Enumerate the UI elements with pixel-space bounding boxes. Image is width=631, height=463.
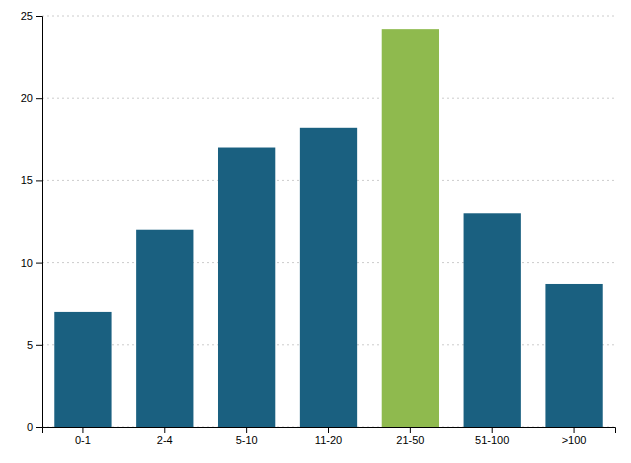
y-axis: 0 5 10 15 20 25 bbox=[21, 10, 43, 433]
y-tick: 0 bbox=[27, 421, 42, 433]
y-tick-label: 5 bbox=[27, 339, 33, 351]
y-tick-mark bbox=[36, 16, 42, 17]
y-tick-mark bbox=[36, 263, 42, 264]
grid-line bbox=[42, 16, 615, 17]
x-tick-mark bbox=[574, 427, 575, 433]
x-tick-label: 2-4 bbox=[157, 434, 173, 446]
x-tick: 5-10 bbox=[236, 427, 258, 446]
y-tick-label: 15 bbox=[21, 174, 33, 186]
x-tick: 21-50 bbox=[396, 427, 424, 446]
x-tick-mark bbox=[164, 427, 165, 433]
y-tick-mark bbox=[36, 427, 42, 428]
x-tick-label: 0-1 bbox=[75, 434, 91, 446]
y-tick: 10 bbox=[21, 257, 42, 269]
x-tick-label: >100 bbox=[562, 434, 587, 446]
bar bbox=[464, 213, 521, 427]
plot: 0 5 10 15 20 25 0-1 2-4 5-10 11-20 21-50 51-100 >100 bbox=[21, 10, 616, 446]
y-tick: 15 bbox=[21, 174, 42, 186]
bar bbox=[136, 230, 193, 427]
y-tick-label: 20 bbox=[21, 92, 33, 104]
x-axis: 0-1 2-4 5-10 11-20 21-50 51-100 >100 bbox=[43, 427, 616, 446]
x-tick: 51-100 bbox=[475, 427, 509, 446]
bar bbox=[382, 29, 439, 427]
x-tick-label: 5-10 bbox=[236, 434, 258, 446]
y-tick-mark bbox=[36, 180, 42, 181]
y-tick-mark bbox=[36, 345, 42, 346]
chart-svg: 0 5 10 15 20 25 0-1 2-4 5-10 11-20 21-50 51-100 >100 bbox=[0, 0, 631, 463]
y-tick: 20 bbox=[21, 92, 42, 104]
grid bbox=[42, 16, 615, 427]
grid-line bbox=[42, 98, 615, 99]
x-tick: 11-20 bbox=[315, 427, 342, 446]
y-tick: 5 bbox=[27, 339, 42, 351]
chart-container: 0 5 10 15 20 25 0-1 2-4 5-10 11-20 21-50 51-100 >100 bbox=[0, 0, 631, 463]
y-tick-label: 0 bbox=[27, 421, 33, 433]
x-tick-mark bbox=[410, 427, 411, 433]
x-tick: 2-4 bbox=[157, 427, 173, 446]
x-tick-label: 21-50 bbox=[396, 434, 424, 446]
bar bbox=[54, 312, 111, 427]
bars bbox=[54, 29, 602, 427]
x-tick-mark bbox=[492, 427, 493, 433]
y-axis-line bbox=[36, 17, 43, 428]
x-tick-mark bbox=[82, 427, 83, 433]
x-tick: 0-1 bbox=[75, 427, 91, 446]
y-tick-mark bbox=[36, 98, 42, 99]
x-tick-mark bbox=[246, 427, 247, 433]
x-tick-label: 11-20 bbox=[315, 434, 342, 446]
bar bbox=[300, 128, 357, 427]
x-tick-mark bbox=[328, 427, 329, 433]
x-axis-line bbox=[43, 428, 616, 434]
bar bbox=[218, 148, 275, 427]
x-tick-label: 51-100 bbox=[475, 434, 509, 446]
bar bbox=[545, 284, 602, 427]
y-tick: 25 bbox=[21, 10, 42, 22]
x-tick: >100 bbox=[562, 427, 587, 446]
y-tick-label: 25 bbox=[21, 10, 33, 22]
y-tick-label: 10 bbox=[21, 257, 33, 269]
